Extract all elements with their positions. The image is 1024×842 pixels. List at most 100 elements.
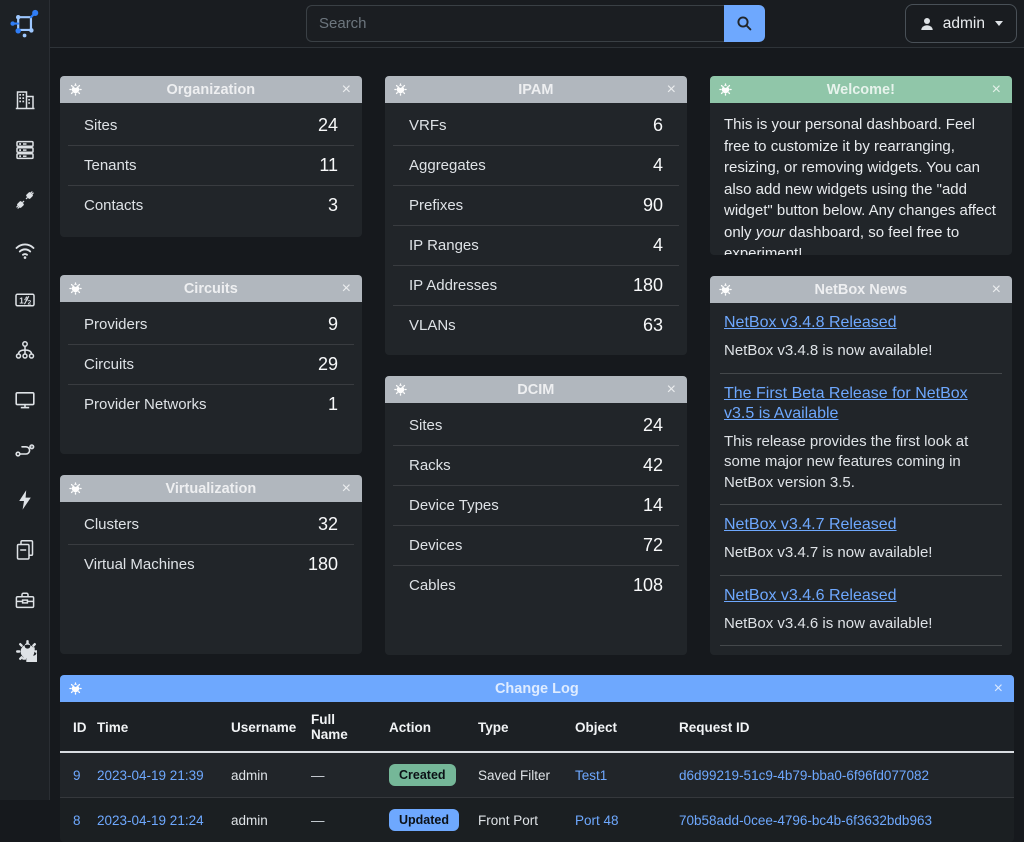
widget-config-gear-icon[interactable] xyxy=(394,383,407,396)
stat-value: 72 xyxy=(643,535,663,556)
stat-label: Contacts xyxy=(84,197,143,214)
widget-config-gear-icon[interactable] xyxy=(69,282,82,295)
search-input[interactable] xyxy=(306,5,724,42)
sidebar-organization-building-icon[interactable] xyxy=(13,88,37,112)
widget-close-icon[interactable]: × xyxy=(992,681,1005,697)
news-link[interactable]: NetBox v3.4.7 Released xyxy=(724,515,897,535)
stat-label: Device Types xyxy=(409,497,499,514)
sidebar-connections-plug-icon[interactable] xyxy=(13,188,37,212)
sidebar-tunnels-sitemap-icon[interactable] xyxy=(13,338,37,362)
sidebar-virtualization-monitor-icon[interactable] xyxy=(13,388,37,412)
news-description: NetBox v3.4.7 is now available! xyxy=(724,543,998,564)
sidebar-power-lightning-icon[interactable] xyxy=(13,488,37,512)
user-menu-button[interactable]: admin xyxy=(905,4,1017,43)
column-header-id[interactable]: ID xyxy=(60,702,87,752)
stat-label: Circuits xyxy=(84,356,134,373)
stat-value: 1 xyxy=(328,394,338,415)
stat-label: Prefixes xyxy=(409,197,463,214)
netbox-logo[interactable] xyxy=(0,0,50,48)
sidebar-devices-racks-icon[interactable] xyxy=(13,138,37,162)
widget-close-icon[interactable]: × xyxy=(665,82,678,98)
news-link[interactable]: NetBox v3.4.6 Released xyxy=(724,586,897,606)
widget-title: DCIM xyxy=(407,382,665,398)
change-id-link[interactable]: 9 xyxy=(73,768,81,783)
stat-value: 180 xyxy=(308,554,338,575)
widget-virtualization-header: Virtualization × xyxy=(60,475,362,502)
stat-row[interactable]: Contacts 3 xyxy=(68,185,354,225)
change-id-link[interactable]: 8 xyxy=(73,813,81,828)
stat-row[interactable]: Provider Networks 1 xyxy=(68,384,354,424)
stat-value: 29 xyxy=(318,354,338,375)
stat-row[interactable]: Circuits 29 xyxy=(68,344,354,384)
stat-value: 3 xyxy=(328,195,338,216)
news-item: The First Beta Release for NetBox v3.5 i… xyxy=(720,373,1002,505)
column-header-time[interactable]: Time xyxy=(87,702,221,752)
column-header-username[interactable]: Username xyxy=(221,702,301,752)
sidebar-ipam-counter-icon[interactable]: 1 4 2 xyxy=(13,288,37,312)
column-header-requestid[interactable]: Request ID xyxy=(669,702,1014,752)
news-link[interactable]: NetBox v3.4.8 Released xyxy=(724,313,897,333)
change-object-link[interactable]: Port 48 xyxy=(575,813,619,828)
sidebar-customization-toolbox-icon[interactable] xyxy=(13,588,37,612)
change-username: admin xyxy=(221,752,301,798)
news-description: NetBox v3.4.6 is now available! xyxy=(724,614,998,635)
widget-title: Circuits xyxy=(82,281,340,297)
widget-virtualization: Virtualization × Clusters 32 Virtual Mach… xyxy=(60,475,362,654)
widget-close-icon[interactable]: × xyxy=(340,481,353,497)
widget-config-gear-icon[interactable] xyxy=(394,83,407,96)
widget-config-gear-icon[interactable] xyxy=(69,682,82,695)
sidebar-provisioning-documents-icon[interactable] xyxy=(13,538,37,562)
widget-config-gear-icon[interactable] xyxy=(69,83,82,96)
column-header-type[interactable]: Type xyxy=(468,702,565,752)
widget-circuits-header: Circuits × xyxy=(60,275,362,302)
widget-close-icon[interactable]: × xyxy=(340,281,353,297)
widget-title: IPAM xyxy=(407,82,665,98)
change-time-link[interactable]: 2023-04-19 21:39 xyxy=(97,768,204,783)
widget-config-gear-icon[interactable] xyxy=(69,482,82,495)
changelog-row: 8 2023-04-19 21:24 admin — Updated Front… xyxy=(60,798,1014,842)
sidebar-operations-cogs-icon[interactable] xyxy=(13,638,37,662)
widget-config-gear-icon[interactable] xyxy=(719,83,732,96)
column-header-object[interactable]: Object xyxy=(565,702,669,752)
stat-value: 24 xyxy=(643,415,663,436)
stat-value: 32 xyxy=(318,514,338,535)
stat-row[interactable]: Device Types 14 xyxy=(393,485,679,525)
stat-label: Clusters xyxy=(84,516,139,533)
change-request-id-link[interactable]: d6d99219-51c9-4b79-bba0-6f96fd077082 xyxy=(679,768,929,783)
widget-close-icon[interactable]: × xyxy=(990,82,1003,98)
sidebar-wireless-wifi-icon[interactable] xyxy=(13,238,37,262)
widget-close-icon[interactable]: × xyxy=(340,82,353,98)
welcome-text-italic: your xyxy=(756,224,785,241)
widget-close-icon[interactable]: × xyxy=(665,382,678,398)
stat-row[interactable]: Clusters 32 xyxy=(68,504,354,544)
widget-close-icon[interactable]: × xyxy=(990,282,1003,298)
column-header-action[interactable]: Action xyxy=(379,702,468,752)
column-header-fullname[interactable]: Full Name xyxy=(301,702,379,752)
stat-value: 11 xyxy=(319,155,338,176)
changelog-table: ID Time Username Full Name Action Type O… xyxy=(60,702,1014,842)
stat-label: Provider Networks xyxy=(84,396,207,413)
news-link[interactable]: The First Beta Release for NetBox v3.5 i… xyxy=(724,384,998,424)
change-object-link[interactable]: Test1 xyxy=(575,768,607,783)
changelog-header-row: ID Time Username Full Name Action Type O… xyxy=(60,702,1014,752)
sidebar-circuits-cable-icon[interactable] xyxy=(13,438,37,462)
widget-config-gear-icon[interactable] xyxy=(719,283,732,296)
stat-value: 14 xyxy=(643,495,663,516)
search-button[interactable] xyxy=(724,5,765,42)
change-request-id-link[interactable]: 70b58add-0cee-4796-bc4b-6f3632bdb963 xyxy=(679,813,932,828)
change-time-link[interactable]: 2023-04-19 21:24 xyxy=(97,813,204,828)
